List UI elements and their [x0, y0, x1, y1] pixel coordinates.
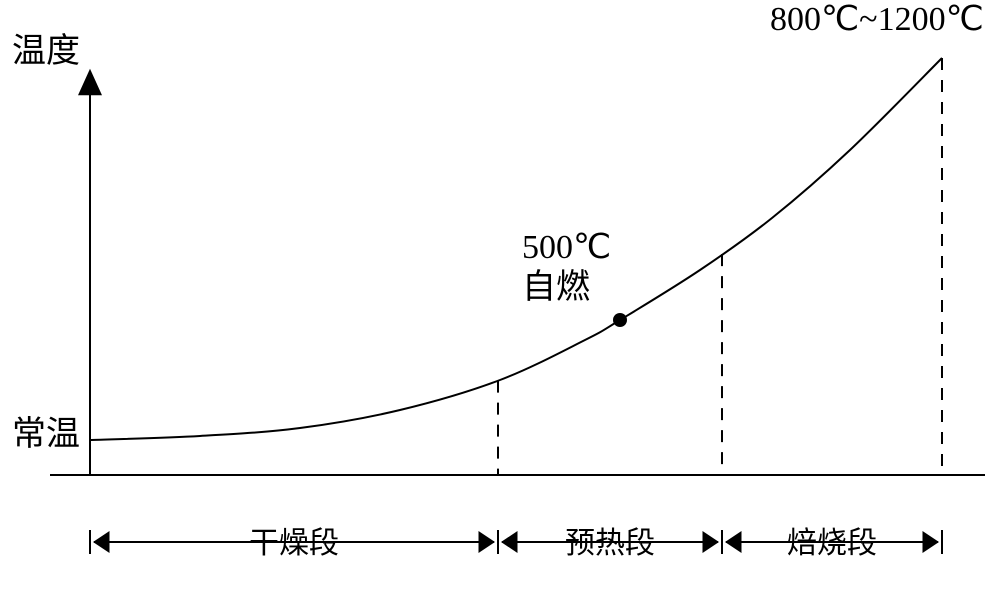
autoignition-point — [613, 313, 627, 327]
y-axis-title: 温度 — [12, 32, 80, 70]
room-temp-label: 常温 — [12, 416, 80, 453]
chart-background — [0, 0, 1000, 614]
diagram-svg: 温度常温 500℃自燃 800℃~1200℃ 干燥段 预热段 焙烧段 — [0, 0, 1000, 614]
max-temp-label: 800℃~1200℃ — [770, 1, 984, 38]
autoignite-temp-label: 500℃ — [522, 229, 611, 266]
section-drying-label: 干燥段 — [249, 527, 339, 560]
diagram-container: 温度常温 500℃自燃 800℃~1200℃ 干燥段 预热段 焙烧段 — [0, 0, 1000, 614]
autoignite-word-label: 自燃 — [522, 268, 590, 306]
section-preheat-label: 预热段 — [565, 527, 655, 560]
section-roasting-label: 焙烧段 — [787, 527, 877, 560]
